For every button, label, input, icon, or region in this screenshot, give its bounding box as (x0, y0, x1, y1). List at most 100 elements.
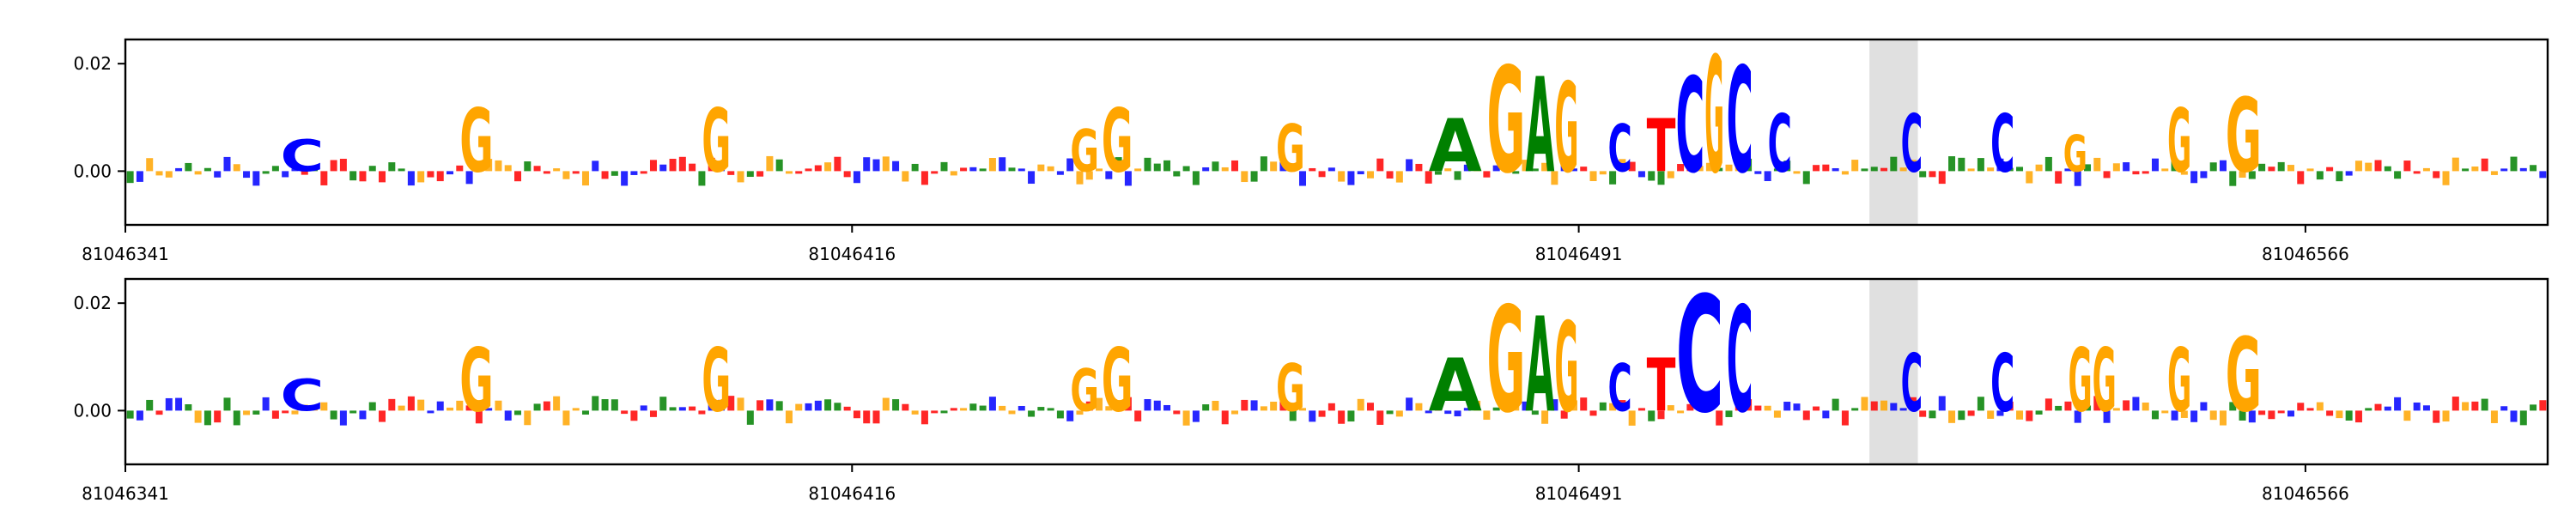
logo-letter-C (2539, 171, 2547, 179)
logo-letter-T (814, 165, 822, 172)
logo-letter-C (1425, 410, 1432, 414)
logo-letter-A (2316, 171, 2324, 180)
y-tick-label: 0.00 (73, 400, 112, 421)
logo-letter-A (1531, 168, 1539, 172)
logo-letter-A (126, 171, 134, 184)
logo-letter-C (1899, 408, 1907, 411)
logo-letter-G (1241, 171, 1249, 183)
logo-letter-G: G (1704, 22, 1724, 209)
logo-letter-G (2112, 163, 2120, 172)
logo-letter-G (572, 408, 580, 411)
logo-letter-T (1386, 171, 1394, 179)
logo-letter-G: G (459, 330, 493, 431)
logo-letter-A (979, 405, 987, 411)
logo-letter-G (1502, 157, 1510, 172)
logo-letter-A (1948, 156, 1956, 172)
logo-letter-T (678, 156, 686, 172)
logo-letter-C (621, 171, 629, 186)
logo-letter-A (185, 162, 192, 172)
logo-letter-C (1018, 405, 1025, 411)
logo-letter-A (1609, 171, 1617, 185)
logo-letter-A (204, 167, 211, 172)
logo-letter-G (1357, 398, 1364, 411)
logo-letter-T (427, 171, 434, 178)
logo-letter-G (1444, 168, 1452, 172)
logo-letter-C (252, 171, 260, 186)
logo-letter-C (863, 157, 871, 172)
logo-letter-T (2123, 400, 2130, 411)
logo-letter-T (621, 410, 629, 415)
logo-letter-G (1076, 171, 1084, 185)
logo-letter-C (136, 171, 143, 182)
logo-letter-G: G (2226, 316, 2262, 434)
logo-letter-G (447, 407, 454, 411)
logo-letter-A (2151, 410, 2159, 420)
logo-letter-C (1347, 171, 1355, 185)
logo-letter-G (1541, 162, 1549, 172)
logo-letter-G (1696, 166, 1704, 172)
logo-letter-G (1609, 403, 1617, 411)
logo-letter-G (1512, 396, 1520, 411)
logo-letter-A (2229, 402, 2237, 411)
logo-letter-C (2074, 171, 2081, 186)
logo-letter-C (678, 407, 686, 411)
logo-letter-T (330, 160, 337, 172)
logo-letter-T (2268, 410, 2275, 420)
logo-letter-C (2510, 410, 2518, 422)
logo-letter-T (1686, 403, 1694, 411)
logo-letter-A (969, 403, 977, 411)
logo-letter-G (2093, 157, 2101, 172)
logo-letter-C (1637, 171, 1645, 178)
logo-letter-G (417, 171, 425, 183)
logo-letter-C (1502, 399, 1510, 411)
logo-letter-G (1551, 171, 1558, 185)
logo-letter-C (2413, 402, 2421, 411)
logo-letter-G (1541, 410, 1549, 424)
logo-letter-T (843, 171, 851, 178)
logo-letter-T (1813, 406, 1820, 411)
logo-letter-A (1173, 171, 1181, 177)
logo-letter-A (2229, 171, 2237, 186)
logo-letter-T (649, 160, 657, 172)
logo-letter-A (1454, 171, 1461, 180)
logo-letter-A (1008, 167, 1016, 172)
logo-letter-A (2209, 162, 2217, 172)
logo-letter-G (1231, 410, 1239, 415)
logo-letter-G (2471, 167, 2479, 172)
logo-letter-C (465, 171, 473, 185)
logo-letter-T (1173, 410, 1181, 415)
logo-letter-C (2074, 410, 2081, 423)
logo-letter-G (1880, 400, 1888, 411)
logo-letter-A (223, 397, 231, 411)
logo-letter-G (1037, 164, 1045, 172)
logo-letter-T (1231, 160, 1239, 172)
logo-letter-A (2016, 167, 2024, 172)
logo-letter-A (2462, 168, 2470, 172)
logo-letter-A: A (1526, 50, 1555, 202)
logo-letter-G (999, 405, 1006, 411)
logo-letter-G (1395, 171, 1403, 183)
logo-letter-G (2451, 157, 2459, 172)
logo-letter-A (368, 166, 376, 172)
logo-letter-C (1454, 410, 1461, 417)
logo-letter-G (2239, 171, 2246, 178)
logo-letter-C (1289, 163, 1297, 172)
logo-letter-C (988, 397, 996, 411)
logo-letter-T (2433, 171, 2440, 179)
logo-letter-T (1841, 410, 1849, 426)
logo-letter-T (2403, 161, 2411, 172)
logo-letter-G (1628, 410, 1636, 426)
logo-letter-C (999, 157, 1006, 172)
logo-letter-T (1560, 410, 1568, 419)
logo-letter-G (785, 171, 793, 174)
logo-letter-C (282, 171, 289, 178)
logo-letter-T (795, 171, 803, 174)
logo-letter-A (1260, 156, 1267, 172)
logo-letter-G (824, 162, 832, 172)
logo-letter-A (349, 171, 357, 181)
logo-letter-A (126, 410, 134, 419)
logo-letter-G (1841, 171, 1849, 175)
logo-letter-G: G (459, 90, 493, 191)
logo-letter-T (456, 165, 464, 172)
logo-letter-G: G (2167, 90, 2191, 191)
